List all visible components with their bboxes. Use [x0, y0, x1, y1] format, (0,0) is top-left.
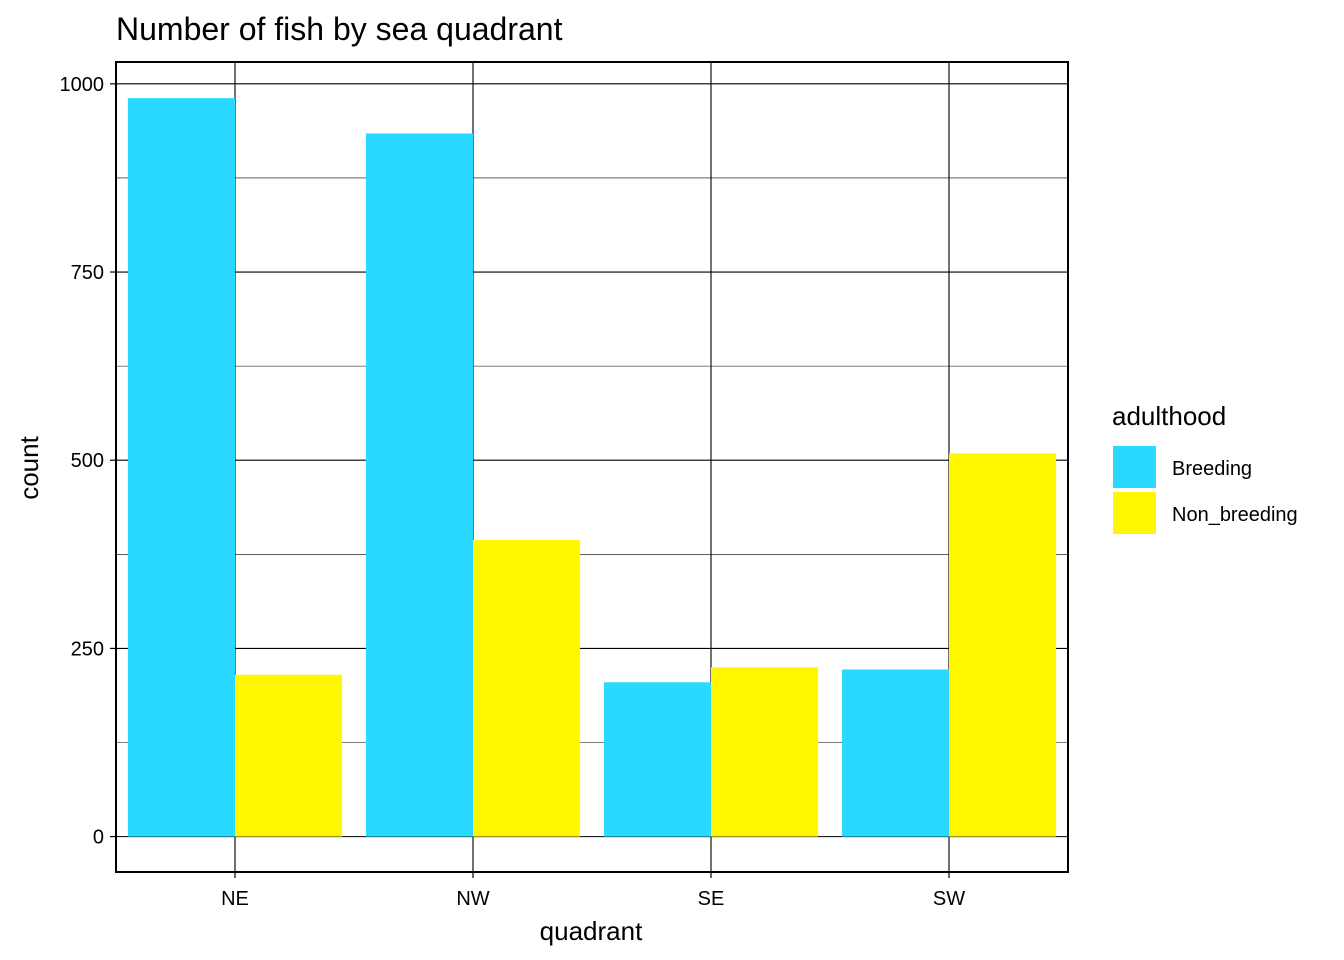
bar-breeding-nw	[365, 133, 473, 837]
legend-key-breeding	[1113, 446, 1156, 488]
legend-label: Breeding	[1172, 458, 1252, 480]
bar-non-breeding-se	[711, 667, 819, 837]
x-axis-title: quadrant	[540, 916, 643, 946]
legend: adulthood Breeding Non_breeding	[1112, 401, 1298, 534]
x-tick-label: NW	[456, 888, 489, 910]
legend-title: adulthood	[1112, 401, 1226, 431]
y-axis-title: count	[14, 435, 44, 499]
y-tick-label: 500	[71, 450, 104, 472]
y-tick-label: 750	[71, 262, 104, 284]
x-tick-label: SE	[698, 888, 725, 910]
plot-panel-border	[115, 61, 1069, 873]
bar-breeding-ne	[127, 98, 235, 837]
chart-title: Number of fish by sea quadrant	[116, 11, 563, 47]
y-axis-ticks: 0 250 500 750 1000	[60, 74, 116, 849]
y-tick-label: 250	[71, 638, 104, 660]
legend-key-non-breeding	[1113, 492, 1156, 534]
bar-breeding-se	[603, 682, 711, 837]
legend-label: Non_breeding	[1172, 504, 1298, 526]
x-axis-ticks: NE NW SE SW	[221, 872, 965, 910]
x-tick-label: SW	[933, 888, 965, 910]
y-tick-label: 0	[93, 827, 104, 849]
bar-non-breeding-sw	[949, 453, 1057, 837]
bars	[127, 98, 1057, 837]
bar-breeding-sw	[841, 669, 949, 837]
bar-non-breeding-nw	[473, 540, 581, 837]
x-tick-label: NE	[221, 888, 249, 910]
y-tick-label: 1000	[60, 74, 105, 96]
bar-non-breeding-ne	[235, 674, 343, 837]
